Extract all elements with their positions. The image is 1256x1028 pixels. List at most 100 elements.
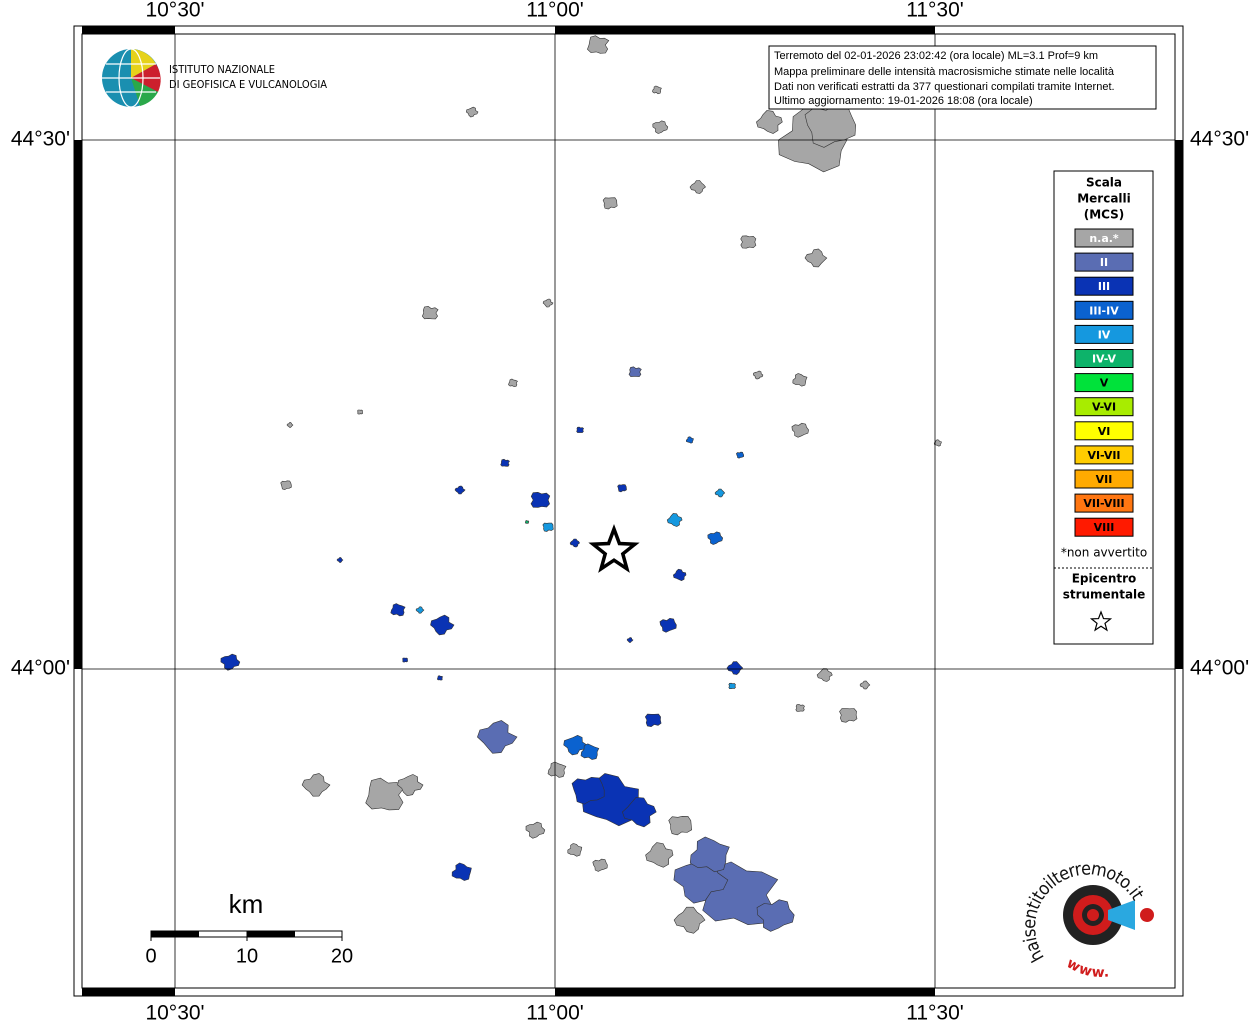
info-line: Dati non verificati estratti da 377 ques… (774, 81, 1115, 93)
locality-area (753, 370, 764, 380)
legend-swatch (1074, 228, 1134, 248)
scale-tick: 10 (236, 945, 258, 967)
legend-swatch (1074, 252, 1134, 272)
locality-area (689, 836, 730, 873)
locality-area (390, 603, 406, 617)
site-logo-www: www. (1064, 955, 1110, 981)
locality-area (530, 491, 551, 508)
scale-tick: 0 (145, 945, 156, 967)
legend-swatch (1074, 493, 1134, 513)
locality-area (740, 235, 757, 249)
locality-area (685, 436, 694, 444)
locality-area (756, 899, 795, 932)
locality-area (622, 796, 657, 828)
info-line: Terremoto del 02-01-2026 23:02:42 (ora l… (774, 50, 1098, 62)
locality-area (666, 513, 683, 527)
info-line: Mappa preliminare delle intensità macros… (774, 66, 1115, 78)
legend-label: III-IV (1089, 304, 1119, 317)
locality-area (592, 858, 608, 872)
locality-area (454, 485, 466, 495)
locality-area (689, 180, 706, 194)
legend-note: *non avvertito (1061, 546, 1147, 560)
locality-area (280, 480, 292, 491)
locality-area (569, 538, 581, 548)
locality-area (525, 821, 546, 839)
logo-text: ISTITUTO NAZIONALE (169, 63, 275, 76)
scale-tick: 20 (331, 945, 353, 967)
legend-label: III (1098, 280, 1110, 293)
lat-label: 44°00' (1190, 657, 1249, 680)
legend-swatch (1074, 276, 1134, 296)
locality-area (397, 774, 424, 797)
locality-area (792, 373, 808, 387)
locality-area (804, 248, 828, 268)
locality-area (451, 862, 472, 881)
lon-label: 11°30' (906, 0, 964, 22)
locality-area (659, 617, 677, 633)
lon-label: 11°30' (906, 1002, 964, 1024)
locality-area (707, 531, 724, 545)
legend-title: Scala (1086, 176, 1122, 190)
lat-label: 44°30' (1190, 128, 1249, 151)
lon-label: 10°30' (145, 0, 204, 22)
locality-area (576, 426, 584, 433)
locality-area (859, 680, 871, 690)
locality-area (465, 106, 479, 118)
legend-swatch (1074, 300, 1134, 320)
locality-area (402, 657, 409, 663)
locality-area (628, 366, 642, 377)
legend-swatch (1074, 324, 1134, 344)
legend-swatch (1074, 421, 1134, 441)
locality-area (726, 661, 744, 675)
map-inner-frame (81, 33, 1176, 989)
graticule (82, 34, 1175, 988)
legend-label: VIII (1094, 521, 1115, 534)
legend-swatch (1074, 445, 1134, 465)
locality-area (668, 815, 693, 836)
legend-label: IV-V (1092, 353, 1117, 366)
map-frame (73, 25, 1184, 997)
locality-area (626, 637, 634, 643)
site-logo-www: www. (1064, 955, 1110, 981)
locality-area (580, 743, 600, 760)
legend-label: IV (1098, 328, 1111, 341)
locality-area (672, 568, 687, 582)
info-line: Ultimo aggiornamento: 19-01-2026 18:08 (… (774, 95, 1033, 107)
locality-area (756, 110, 783, 134)
legend-label: VII-VIII (1083, 497, 1124, 510)
info-box: Terremoto del 02-01-2026 23:02:42 (ora l… (768, 45, 1157, 110)
locality-area (673, 906, 706, 934)
locality-area (652, 85, 662, 95)
legend-swatch (1074, 517, 1134, 537)
locality-area (301, 773, 331, 797)
legend-label: VI-VII (1087, 449, 1120, 462)
locality-area (728, 682, 736, 690)
scale-bar: km 0 10 20 (145, 889, 353, 967)
frame-bars (74, 26, 1183, 996)
site-logo: haisentitoilterremoto.it www. (1019, 858, 1154, 981)
lat-label: 44°30' (11, 128, 70, 151)
legend-swatch (1074, 373, 1134, 393)
locality-area (791, 422, 809, 438)
lon-label: 11°00' (526, 0, 584, 22)
map-areas (220, 35, 942, 934)
lat-label: 44°00' (11, 657, 70, 680)
locality-area (421, 305, 439, 320)
locality-area (644, 713, 662, 728)
legend-title: (MCS) (1084, 208, 1125, 222)
ingv-logo: ISTITUTO NAZIONALE DI GEOFISICA E VULCAN… (102, 48, 327, 108)
locality-area (430, 614, 455, 636)
legend-swatch (1074, 397, 1134, 417)
locality-area (652, 120, 669, 134)
legend-epicenter: strumentale (1063, 588, 1146, 602)
legend-epicenter: Epicentro (1072, 572, 1137, 586)
logo-text: DI GEOFISICA E VULCANOLOGIA (169, 78, 327, 91)
locality-area (477, 720, 518, 754)
legend-label: V-VI (1092, 401, 1116, 414)
axis-labels: 10°30' 11°00' 11°30' 10°30' 11°00' 11°30… (11, 0, 1249, 1025)
locality-area (336, 557, 344, 563)
locality-area (563, 734, 588, 756)
lon-label: 11°00' (526, 1002, 584, 1024)
locality-area (508, 378, 518, 387)
